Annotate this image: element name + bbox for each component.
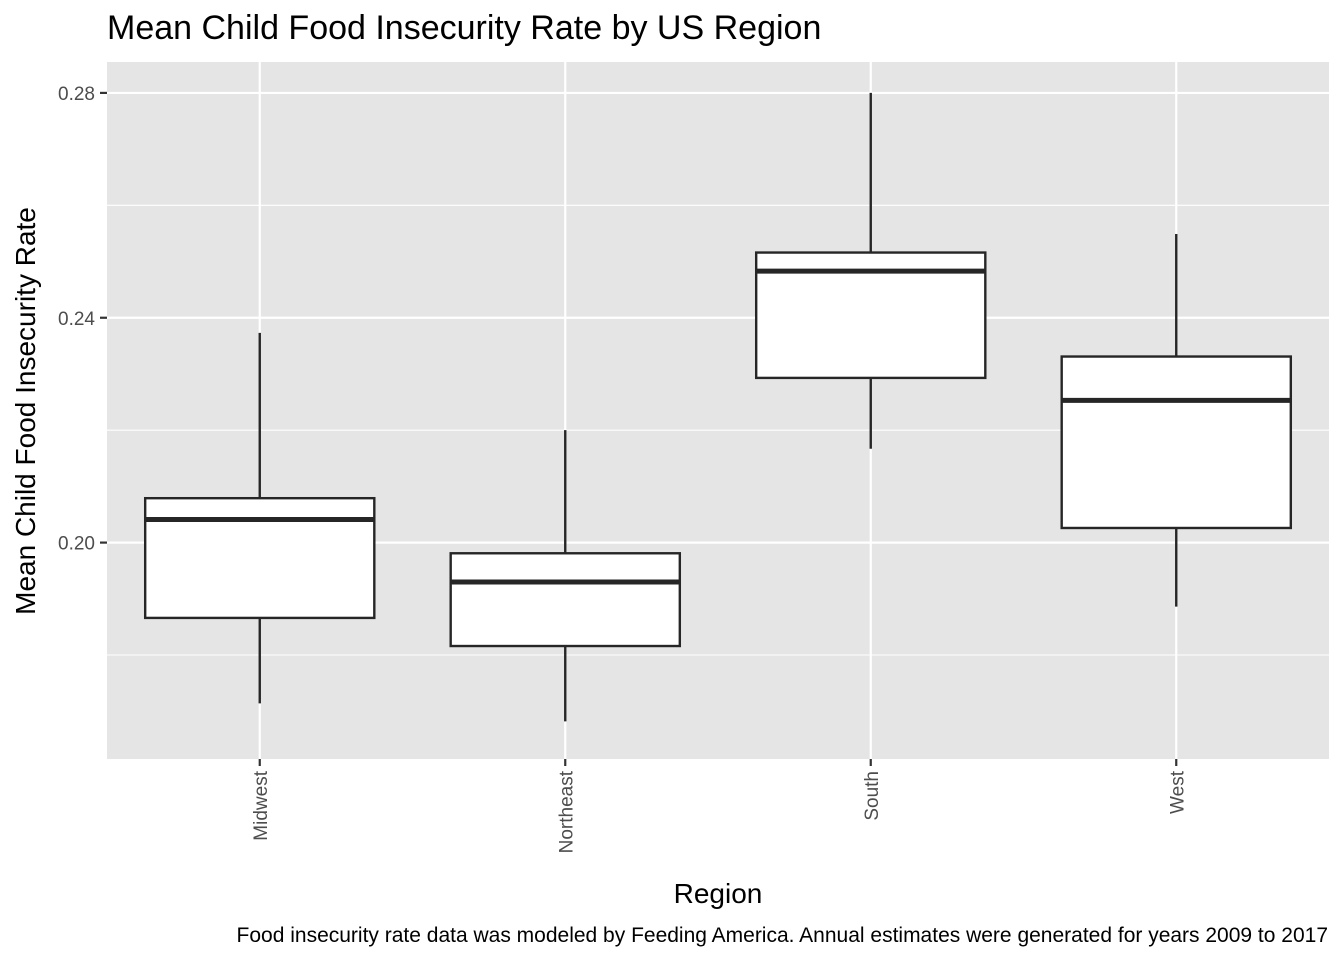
y-axis: 0.20 0.24 0.28 <box>58 84 107 555</box>
boxes <box>143 92 1293 722</box>
chart-caption: Food insecurity rate data was modeled by… <box>237 924 1328 947</box>
y-tick-label: 0.24 <box>58 309 95 330</box>
x-axis: Midwest Northeast South West <box>251 759 1188 853</box>
box-west <box>1060 234 1293 607</box>
x-tick-label: Northeast <box>556 770 577 853</box>
y-axis-title: Mean Child Food Insecurity Rate <box>10 207 41 615</box>
x-tick-label: South <box>862 771 883 821</box>
y-tick-label: 0.28 <box>58 84 95 105</box>
x-tick-label: Midwest <box>251 770 272 840</box>
box-iqr <box>1060 355 1293 530</box>
x-tick-label: West <box>1167 770 1188 814</box>
box-iqr <box>143 496 376 620</box>
box-midwest <box>143 332 376 704</box>
x-axis-title: Region <box>674 878 763 909</box>
box-northeast <box>449 430 682 722</box>
chart-title: Mean Child Food Insecurity Rate by US Re… <box>107 9 821 47</box>
y-tick-label: 0.20 <box>58 534 95 555</box>
box-south <box>754 92 987 449</box>
box-iqr <box>449 552 682 648</box>
